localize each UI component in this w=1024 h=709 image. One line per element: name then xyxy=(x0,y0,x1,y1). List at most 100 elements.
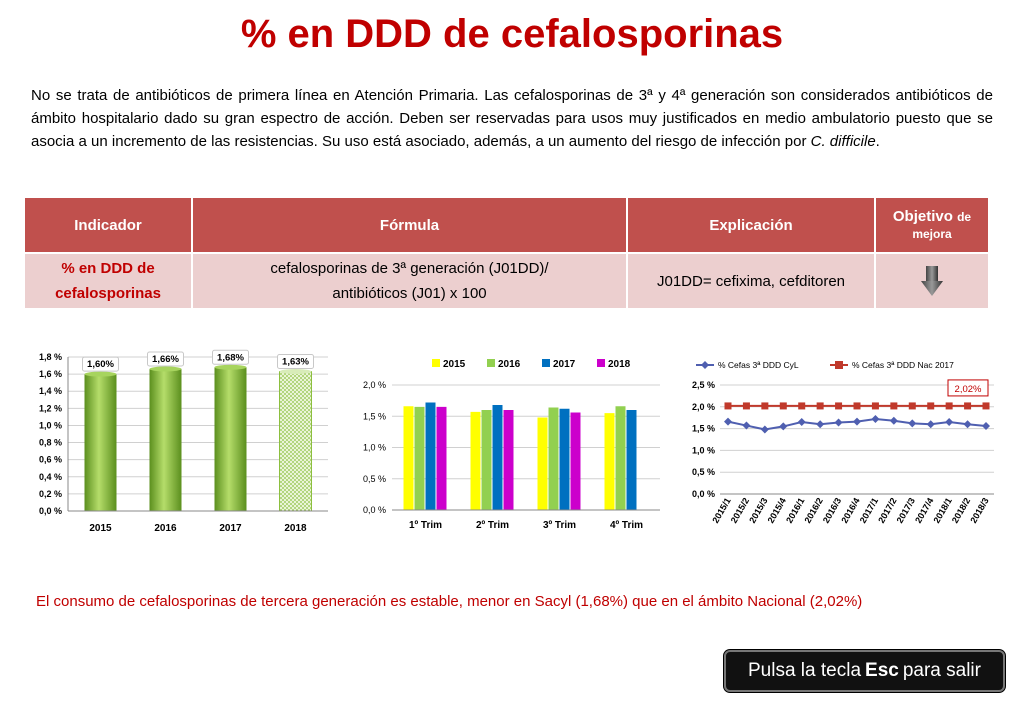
point xyxy=(835,402,843,410)
bar-2018-2 xyxy=(570,412,581,510)
data-label-box xyxy=(82,356,119,372)
point xyxy=(853,402,861,410)
header-formula: Fórmula xyxy=(192,198,628,253)
legend-swatch-2015 xyxy=(432,359,440,367)
x-tick-label: 2017 xyxy=(219,523,242,534)
x-tick-label: 2018 xyxy=(284,523,307,534)
exit-button-post: para salir xyxy=(902,660,981,681)
y-tick-label: 1,5 % xyxy=(363,411,386,421)
point xyxy=(871,415,880,424)
x-tick-label: 2º Trim xyxy=(476,520,509,531)
y-tick-label: 0,6 % xyxy=(39,455,62,465)
header-objetivo: Objetivo de mejora xyxy=(875,198,988,253)
point xyxy=(760,425,769,434)
x-tick-label: 2018/3 xyxy=(968,496,990,525)
annotation-box xyxy=(947,379,989,397)
bar-top xyxy=(279,369,312,375)
bar-2016 xyxy=(149,368,182,511)
header-objetivo-de: de xyxy=(957,210,972,224)
quarterly-bar-chart: 0,0 % 0,5 % 1,0 % 1,5 % 2,0 % 2015 2016 2017 201… xyxy=(348,349,666,539)
down-arrow-icon xyxy=(921,266,943,296)
point xyxy=(742,402,750,410)
page-title: % en DDD de cefalosporinas xyxy=(240,12,784,56)
bar-2018-1 xyxy=(503,410,514,510)
point xyxy=(890,402,898,410)
cell-formula: cefalosporinas de 3ª generación (J01DD)/… xyxy=(192,252,628,308)
legend-marker xyxy=(701,361,709,369)
data-label-box xyxy=(277,354,314,370)
conclusion-text: El consumo de cefalosporinas de tercera … xyxy=(36,593,863,610)
point xyxy=(982,402,990,410)
point xyxy=(798,402,806,410)
exit-button-pre: Pulsa la tecla xyxy=(748,660,862,681)
header-objetivo-mejora: mejora xyxy=(912,227,952,241)
point xyxy=(927,402,935,410)
data-label: 1,68% xyxy=(217,352,244,363)
bar-2016-3 xyxy=(615,406,626,510)
indicador-line1: % en DDD de xyxy=(61,260,155,277)
y-tick-label: 1,6 % xyxy=(39,369,62,379)
x-tick-label: 1º Trim xyxy=(409,520,442,531)
x-tick-label: 2015 xyxy=(89,523,112,534)
y-tick-label: 0,4 % xyxy=(39,472,62,482)
intro-italic: C. difficile xyxy=(810,133,876,150)
y-tick-label: 1,4 % xyxy=(39,386,62,396)
intro-paragraph: No se trata de antibióticos de primera l… xyxy=(31,84,993,153)
legend-swatch-2017 xyxy=(542,359,550,367)
indicador-line2: cefalosporinas xyxy=(55,285,161,302)
data-label-box xyxy=(212,349,249,365)
point xyxy=(834,418,843,427)
bar-2015-0 xyxy=(403,406,414,510)
bar-2017-2 xyxy=(559,408,570,510)
point xyxy=(926,420,935,429)
point xyxy=(908,402,916,410)
x-tick-label: 4º Trim xyxy=(610,520,643,531)
y-tick-label: 1,0 % xyxy=(692,445,715,455)
bar-2018 xyxy=(279,371,312,512)
y-tick-label: 2,0 % xyxy=(692,402,715,412)
bar-2017 xyxy=(214,367,247,511)
indicator-table-header: Indicador Fórmula Explicación Objetivo d… xyxy=(25,198,988,253)
bar-2018-0 xyxy=(436,406,447,510)
point xyxy=(871,402,879,410)
y-tick-label: 1,0 % xyxy=(39,420,62,430)
bar-2017-0 xyxy=(425,402,436,510)
bar-2015-1 xyxy=(470,411,481,510)
cell-indicador: % en DDD de cefalosporinas xyxy=(25,252,193,308)
y-tick-label: 1,5 % xyxy=(692,424,715,434)
legend-swatch-2016 xyxy=(487,359,495,367)
y-tick-label: 0,8 % xyxy=(39,438,62,448)
y-tick-label: 0,0 % xyxy=(692,489,715,499)
point xyxy=(889,416,898,425)
point xyxy=(742,421,751,430)
table-row: % en DDD de cefalosporinas cefalosporinas… xyxy=(25,252,988,308)
point xyxy=(853,417,861,426)
header-indicador: Indicador xyxy=(25,198,193,253)
data-label: 1,63% xyxy=(282,357,309,368)
annotation-label: 2,02% xyxy=(955,384,982,395)
legend-label-2017: 2017 xyxy=(553,359,576,370)
point xyxy=(963,420,972,429)
point xyxy=(908,419,917,428)
formula-line1: cefalosporinas de 3ª generación (J01DD)/ xyxy=(270,260,549,277)
bar-2015-2 xyxy=(537,417,548,510)
trend-line-chart: 0,0 % 0,5 % 1,0 % 1,5 % 2,0 % 2,5 %% Cefas 3ª… xyxy=(682,349,1000,539)
point xyxy=(724,417,732,426)
data-label: 1,66% xyxy=(152,354,179,365)
point xyxy=(779,402,787,410)
legend-swatch-2018 xyxy=(597,359,605,367)
bar-top xyxy=(84,371,117,377)
bar-2017-1 xyxy=(492,405,503,510)
point xyxy=(779,422,788,431)
exit-button[interactable]: Pulsa la tecla Esc para salir xyxy=(724,650,1005,692)
point xyxy=(945,418,954,427)
y-tick-label: 0,0 % xyxy=(363,505,386,515)
bar-2015 xyxy=(84,374,117,511)
bar-2017-3 xyxy=(626,410,637,510)
point xyxy=(945,402,953,410)
intro-end: . xyxy=(875,133,880,150)
legend-label: % Cefas 3ª DDD Nac 2017 xyxy=(852,360,954,370)
point xyxy=(816,420,825,429)
y-tick-label: 1,8 % xyxy=(39,352,62,362)
legend-label-2015: 2015 xyxy=(443,359,466,370)
